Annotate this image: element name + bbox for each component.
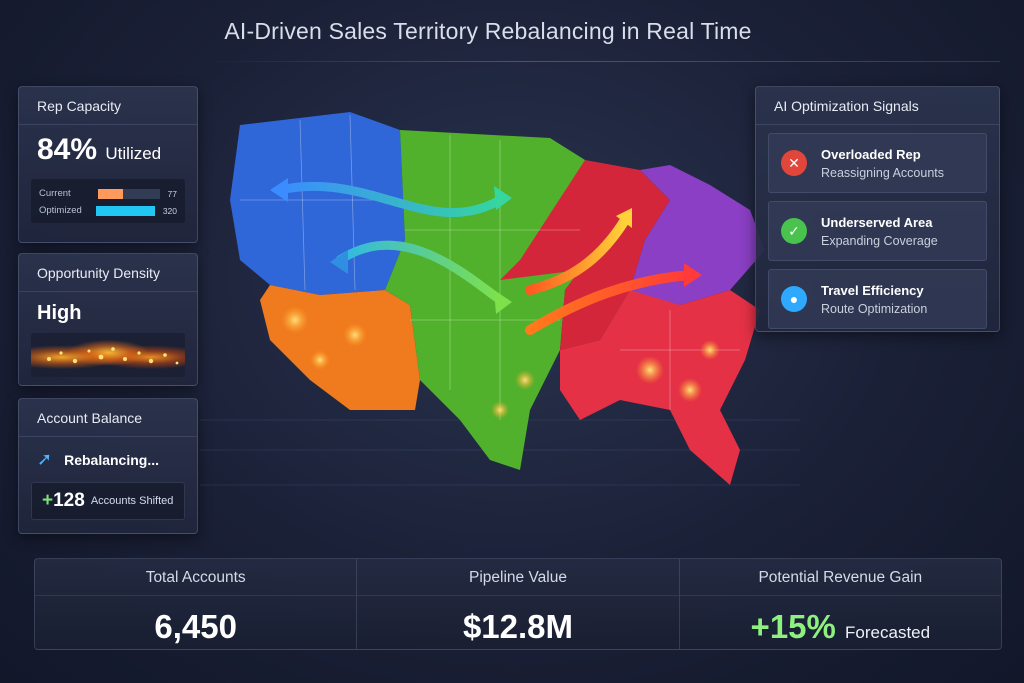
opportunity-points [281, 306, 720, 419]
rebalancing-text: Rebalancing... [64, 451, 160, 468]
heatmap-sparks [47, 347, 179, 365]
signal-detail: Reassigning Accounts [821, 165, 944, 180]
capacity-bar-track [97, 188, 160, 199]
ai-signals-panel: AI Optimization Signals ✕ Overloaded Rep… [755, 86, 1000, 332]
density-heatmap [31, 333, 185, 377]
capacity-bar-optimized: Optimized 320 [39, 202, 177, 219]
capacity-bar-fill [95, 205, 155, 216]
region-southwest[interactable] [260, 285, 420, 410]
rep-capacity-label: Rep Capacity [19, 87, 197, 125]
signal-title: Underserved Area [821, 214, 933, 230]
signal-title: Overloaded Rep [821, 146, 921, 162]
capacity-bar-value: 320 [162, 205, 177, 216]
signal-overloaded-rep[interactable]: ✕ Overloaded Rep Reassigning Accounts [768, 133, 987, 193]
capacity-bar-label: Current [39, 188, 71, 199]
location-pin-icon: ● [781, 286, 807, 312]
arrow-heads [270, 178, 702, 314]
capacity-bar-current: Current 77 [39, 185, 177, 202]
stat-value: +15% [750, 608, 836, 645]
stat-revenue-gain: Potential Revenue Gain +15% Forecasted [679, 559, 1001, 649]
capacity-bars: Current 77 Optimized 320 [31, 179, 185, 223]
stat-label: Pipeline Value [357, 569, 679, 596]
region-central[interactable] [385, 130, 585, 470]
capacity-bar-fill [97, 188, 123, 199]
rep-capacity-panel: Rep Capacity 84% Utilized Current 77 Opt… [18, 86, 198, 243]
trend-up-icon: ➚ [37, 449, 53, 469]
signal-detail: Route Optimization [821, 301, 928, 316]
stat-suffix: Forecasted [845, 623, 931, 642]
accounts-shifted-box: +128 Accounts Shifted [31, 482, 185, 520]
signal-title: Travel Efficiency [821, 282, 924, 298]
stat-label: Total Accounts [35, 569, 357, 596]
signal-detail: Expanding Coverage [821, 233, 938, 248]
plus-sign: + [42, 490, 54, 511]
region-northeast[interactable] [630, 165, 765, 305]
signal-travel-efficiency[interactable]: ● Travel Efficiency Route Optimization [768, 269, 987, 329]
opportunity-density-label: Opportunity Density [19, 254, 197, 292]
capacity-bar-value: 77 [167, 188, 177, 199]
region-west[interactable] [230, 112, 405, 295]
stat-value: $12.8M [462, 608, 574, 645]
alert-icon: ✕ [781, 150, 807, 176]
stat-label: Potential Revenue Gain [679, 569, 1001, 596]
rebalancing-status: ➚ Rebalancing... [19, 437, 197, 470]
opportunity-density-level: High [37, 302, 82, 324]
accounts-shifted-label: Accounts Shifted [90, 495, 174, 507]
rep-capacity-value: 84% [37, 133, 98, 166]
signal-underserved-area[interactable]: ✓ Underserved Area Expanding Coverage [768, 201, 987, 261]
rep-capacity-unit: Utilized [105, 144, 162, 163]
capacity-bar-label: Optimized [39, 205, 82, 216]
check-icon: ✓ [781, 218, 807, 244]
stat-value-row: +15% Forecasted [680, 608, 1001, 646]
region-southeast[interactable] [560, 290, 760, 485]
summary-stats-bar: Total Accounts 6,450 Pipeline Value $12.… [34, 558, 1002, 650]
stat-value: 6,450 [154, 608, 237, 645]
stat-total-accounts: Total Accounts 6,450 [35, 559, 358, 649]
stat-pipeline-value: Pipeline Value $12.8M [357, 559, 680, 649]
title-divider [200, 61, 1000, 62]
shifted-number: 128 [53, 490, 85, 511]
ai-signals-label: AI Optimization Signals [756, 87, 999, 125]
account-balance-panel: Account Balance ➚ Rebalancing... +128 Ac… [18, 398, 198, 534]
dashboard-title: AI-Driven Sales Territory Rebalancing in… [224, 18, 752, 44]
rep-capacity-stat: 84% Utilized [19, 125, 197, 167]
territory-map[interactable] [200, 90, 800, 500]
region-midwest[interactable] [500, 160, 670, 350]
opportunity-density-panel: Opportunity Density High [18, 253, 198, 386]
accounts-shifted-count: +128 [42, 490, 85, 512]
capacity-bar-track [95, 205, 155, 216]
rebalancing-arrows [275, 181, 695, 335]
account-balance-label: Account Balance [19, 399, 197, 437]
